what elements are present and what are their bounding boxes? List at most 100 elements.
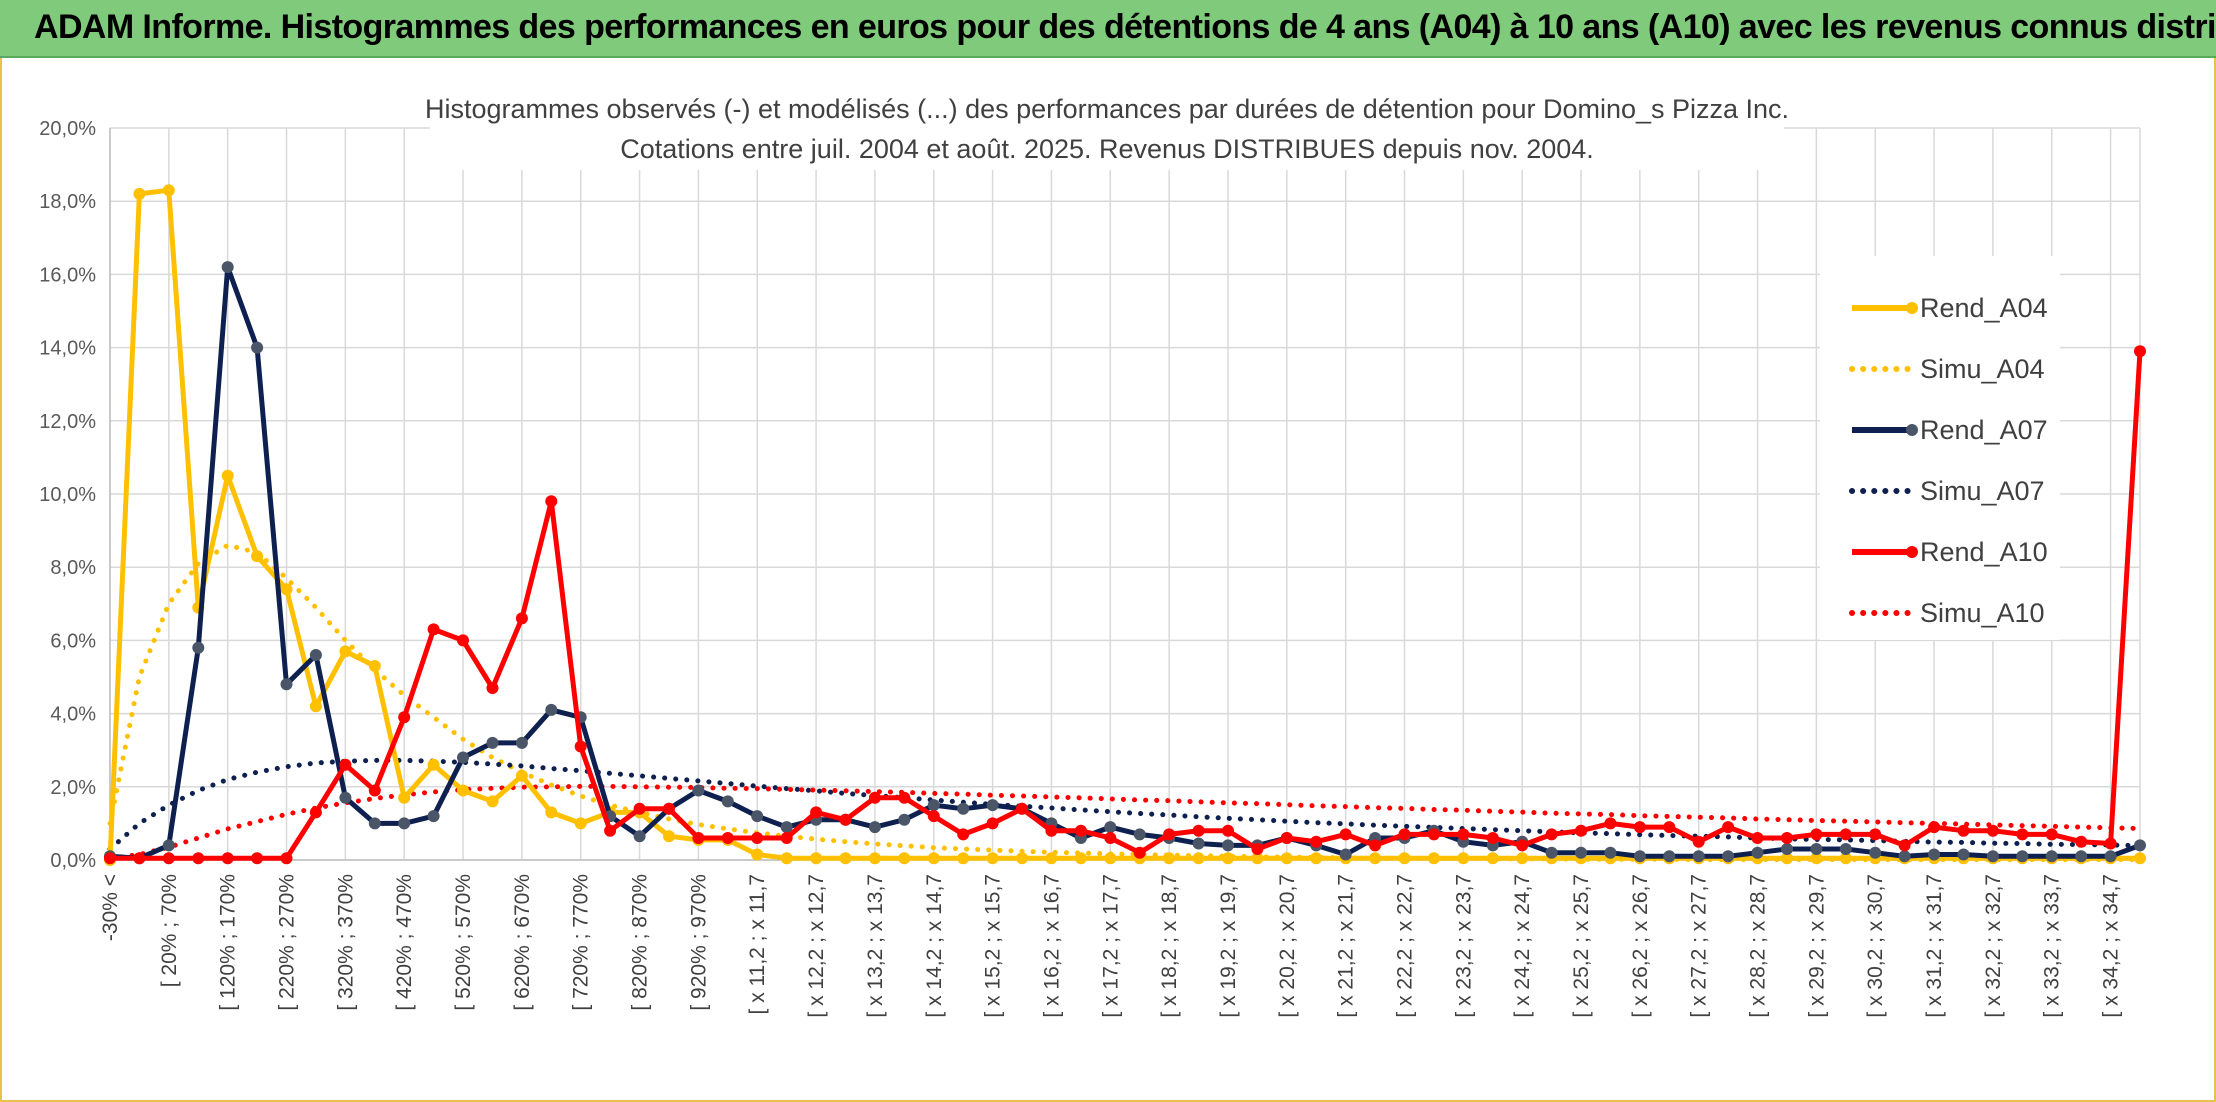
- y-tick-label: 4,0%: [50, 704, 96, 726]
- data-point: [457, 751, 469, 764]
- y-tick-label: 10,0%: [39, 484, 96, 506]
- data-point: [221, 852, 234, 865]
- data-point: [751, 832, 764, 844]
- data-point: [221, 469, 234, 482]
- data-point: [280, 583, 293, 596]
- data-point: [574, 817, 587, 830]
- data-point: [545, 495, 558, 508]
- data-point: [545, 806, 558, 819]
- data-point: [1104, 852, 1117, 865]
- x-axis: -30% < [ 20% ; 70% [ 120% ; 170% [ 220% ; 2…: [99, 859, 2140, 1018]
- data-point: [1369, 852, 1382, 865]
- x-tick-label: [ 420% ; 470%: [393, 874, 416, 1011]
- data-point: [1310, 852, 1323, 865]
- data-point: [1163, 828, 1176, 841]
- data-point: [1633, 821, 1646, 834]
- data-point: [1310, 835, 1323, 848]
- data-point: [1869, 846, 1882, 859]
- data-point: [2134, 839, 2146, 852]
- x-tick-label: [ x 32,2 ; x 32,7: [1982, 874, 2005, 1018]
- data-point: [927, 799, 940, 812]
- data-point: [1810, 843, 1823, 855]
- data-point: [486, 736, 499, 749]
- x-tick-label: [ 520% ; 570%: [452, 874, 475, 1011]
- data-point: [251, 852, 264, 865]
- data-point: [1839, 843, 1852, 855]
- legend: Rend_A04 Simu_A04 Rend_A07 Simu_A07 Rend_A10…: [1820, 256, 2060, 640]
- data-point: [427, 758, 440, 771]
- x-tick-label: [ x 25,2 ; x 25,7: [1570, 874, 1593, 1018]
- data-point: [309, 700, 322, 713]
- x-tick-label: [ x 27,2 ; x 27,7: [1688, 874, 1711, 1018]
- data-point: [1192, 837, 1205, 850]
- data-point: [692, 784, 705, 797]
- data-point: [1928, 848, 1941, 861]
- data-point: [898, 813, 911, 826]
- data-point: [1045, 852, 1058, 865]
- data-point: [515, 769, 528, 782]
- data-point: [457, 784, 469, 797]
- data-point: [1427, 852, 1440, 865]
- data-point: [368, 660, 381, 672]
- data-point: [339, 758, 352, 771]
- x-tick-label: [ x 16,2 ; x 16,7: [1040, 874, 1063, 1018]
- x-tick-label: [ x 24,2 ; x 24,7: [1511, 874, 1534, 1018]
- data-point: [868, 791, 881, 804]
- y-tick-label: 2,0%: [50, 777, 96, 799]
- data-point: [1575, 846, 1587, 859]
- x-tick-label: [ x 33,2 ; x 33,7: [2041, 874, 2064, 1018]
- series-line-rend-a07: [109, 264, 2141, 861]
- y-tick-label: 0,0%: [50, 850, 96, 872]
- y-tick-label: 20,0%: [39, 118, 96, 140]
- data-point: [1280, 852, 1293, 865]
- data-point: [1280, 832, 1293, 844]
- data-point: [898, 791, 911, 804]
- legend-marker: [1906, 546, 1918, 558]
- legend-label: Simu_A10: [1920, 598, 2045, 628]
- data-point: [2134, 852, 2146, 865]
- data-point: [810, 806, 823, 819]
- data-point: [133, 187, 146, 200]
- data-point: [1074, 824, 1087, 837]
- data-point: [1104, 821, 1117, 834]
- data-point: [1398, 852, 1411, 865]
- x-tick-label: [ x 20,2 ; x 20,7: [1276, 874, 1299, 1018]
- data-point: [162, 852, 175, 865]
- data-point: [1986, 850, 1999, 863]
- data-point: [1486, 852, 1499, 865]
- data-point: [309, 806, 322, 819]
- data-point: [751, 810, 764, 823]
- data-point: [133, 852, 146, 865]
- x-tick-label: [ x 15,2 ; x 15,7: [982, 874, 1005, 1018]
- series-rend-a10: [104, 345, 2146, 865]
- data-point: [1810, 852, 1823, 865]
- legend-item-simu-a10: Simu_A10: [1849, 598, 2045, 628]
- data-point: [898, 852, 911, 865]
- data-point: [839, 852, 852, 865]
- data-point: [2104, 837, 2117, 850]
- x-tick-label: [ 820% ; 870%: [629, 874, 652, 1011]
- data-point: [1575, 824, 1587, 837]
- legend-backdrop: [1820, 256, 2060, 640]
- report-banner: ADAM Informe. Histogrammes des performan…: [0, 0, 2216, 58]
- series-line-rend-a04: [107, 187, 2140, 861]
- legend-item-simu-a04: Simu_A04: [1849, 354, 2045, 384]
- data-point: [780, 821, 793, 834]
- data-point: [192, 641, 205, 654]
- data-point: [1251, 852, 1264, 865]
- data-point: [339, 791, 352, 804]
- data-point: [986, 817, 999, 830]
- data-point: [1163, 852, 1176, 865]
- data-point: [251, 550, 264, 563]
- data-point: [1516, 852, 1529, 865]
- data-point: [515, 612, 528, 625]
- x-tick-label: [ 620% ; 670%: [511, 874, 534, 1011]
- x-tick-label: [ 320% ; 370%: [334, 874, 357, 1011]
- data-point: [868, 852, 881, 865]
- x-tick-label: -30% <: [99, 874, 122, 941]
- data-point: [721, 795, 734, 808]
- x-tick-label: [ x 29,2 ; x 29,7: [1805, 874, 1828, 1018]
- series-line-rend-a10: [110, 351, 2143, 861]
- x-tick-label: [ x 23,2 ; x 23,7: [1452, 874, 1475, 1018]
- report-title: ADAM Informe. Histogrammes des performan…: [34, 8, 2216, 46]
